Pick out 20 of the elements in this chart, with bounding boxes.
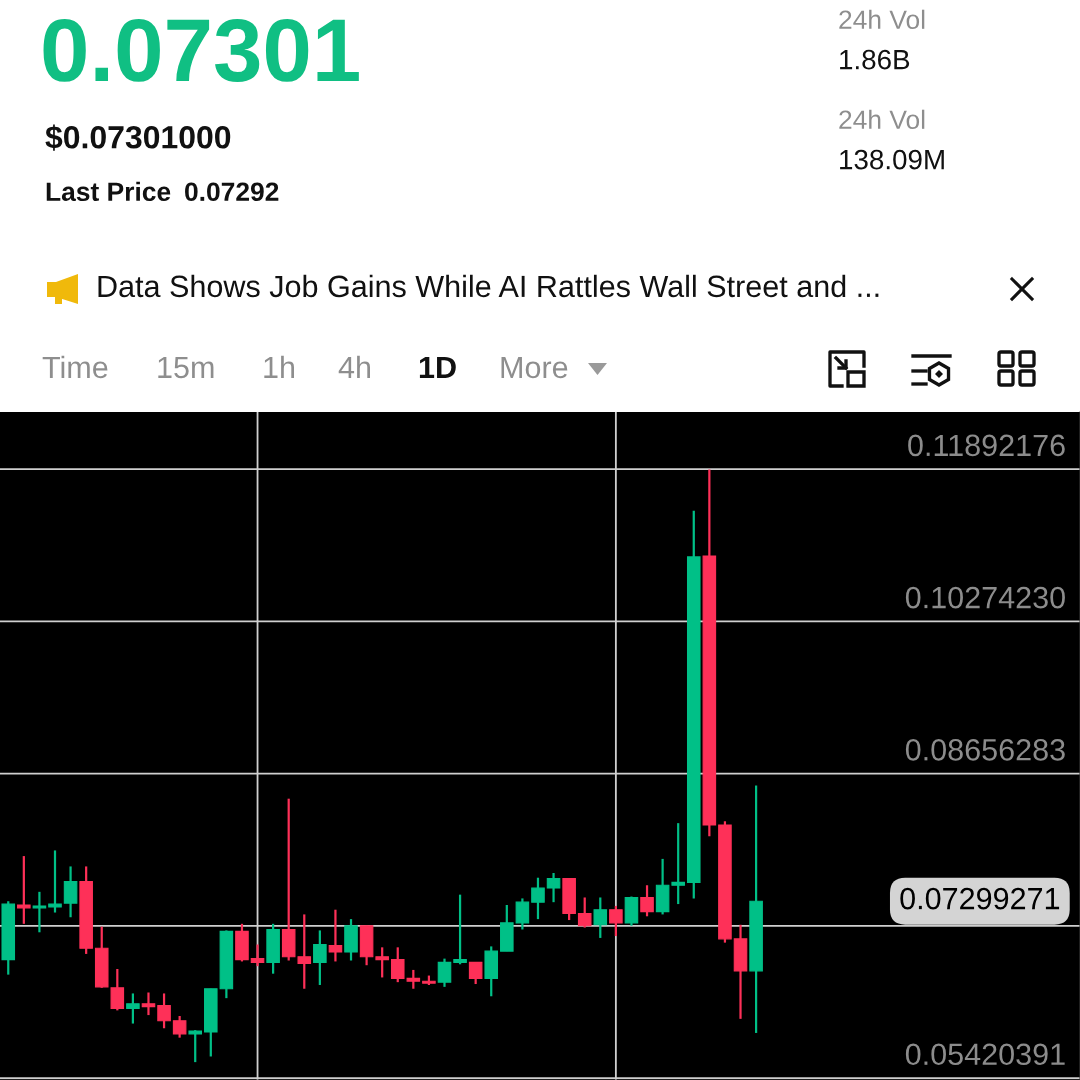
text: 0.07299271 bbox=[900, 887, 1060, 910]
text: 15m bbox=[158, 356, 214, 379]
text: Last Price bbox=[46, 181, 171, 202]
y-tick-label: 0.11892176 bbox=[908, 434, 1065, 457]
text: 1.86B bbox=[840, 49, 910, 70]
text: 1h bbox=[264, 355, 294, 378]
text: Time bbox=[42, 355, 108, 379]
text: Data Shows Job Gains While AI Rattles Wall Street and ... bbox=[98, 274, 879, 298]
text: 4h bbox=[338, 355, 370, 378]
y-tick-label: 0.10274230 bbox=[905, 586, 1065, 609]
text: 0.07292 bbox=[185, 182, 279, 202]
text: 0.07301 bbox=[43, 18, 359, 82]
text: 24h Vol bbox=[839, 9, 925, 30]
text: More bbox=[501, 356, 568, 379]
text: 1D bbox=[419, 356, 456, 378]
text: $0.07301000 bbox=[45, 124, 231, 151]
text: 24h Vol bbox=[839, 109, 925, 130]
y-tick-label: 0.05420391 bbox=[905, 1043, 1065, 1066]
text: 138.09M bbox=[840, 149, 944, 170]
y-tick-label: 0.08656283 bbox=[905, 739, 1065, 761]
